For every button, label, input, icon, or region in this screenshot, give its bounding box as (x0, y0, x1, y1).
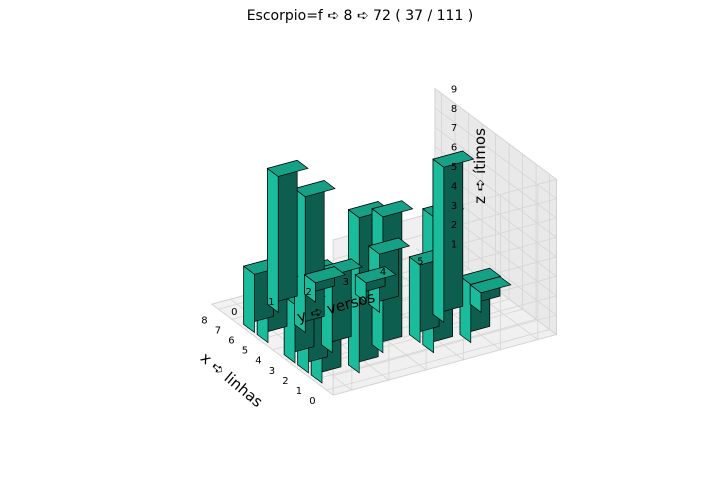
z-tick-label: 7 (451, 123, 457, 134)
bar-face-top (293, 180, 336, 198)
bar-face-side (432, 158, 445, 324)
bar-face-side (267, 167, 279, 313)
bar-2-3 (408, 248, 451, 344)
bar-7-1 (266, 159, 309, 313)
bar-3-5 (469, 276, 512, 313)
grid-z (332, 88, 558, 241)
chart-title: Escorpio=f ➪ 8 ➪ 72 ( 37 / 111 ) (246, 8, 474, 24)
z-tick-label: 2 (451, 220, 457, 231)
bar-face-top (469, 276, 512, 294)
bar-face-top (432, 150, 475, 168)
x-tick-label: 3 (269, 366, 275, 377)
z-tick-label: 8 (451, 104, 457, 115)
y-tick-label: 5 (417, 257, 423, 268)
x-tick-label: 8 (201, 315, 207, 326)
x-tick-label: 7 (215, 325, 221, 336)
x-tick-label: 6 (228, 335, 234, 346)
z-tick-label: 4 (451, 181, 457, 192)
z-tick-label: 3 (451, 201, 457, 212)
grid-z (332, 126, 558, 280)
z-tick-label: 9 (451, 84, 457, 95)
bar-face-top (371, 200, 414, 218)
bar-face-top (368, 237, 411, 255)
x-tick-label: 5 (242, 346, 248, 357)
grid-z (332, 204, 558, 357)
bar-6-0 (242, 257, 286, 334)
z-axis-label: z ➪ ítimos (471, 128, 489, 204)
y-tick-label: 0 (231, 307, 237, 318)
z-tick-label: 5 (451, 162, 457, 173)
y-tick-label: 4 (380, 267, 386, 278)
bar-face-side (408, 256, 421, 344)
bar-face-side (243, 265, 255, 334)
grid-z (332, 165, 558, 318)
x-tick-label: 2 (282, 376, 288, 387)
bar-7-2 (303, 266, 346, 303)
y-tick-label: 1 (268, 297, 274, 308)
y-tick-label: 2 (305, 287, 311, 298)
grid-z (332, 107, 558, 260)
grid-z (332, 223, 558, 377)
bar-3-4 (432, 150, 475, 324)
x-tick-label: 4 (255, 356, 261, 367)
bar-face-top (303, 266, 346, 284)
bar-face-top (266, 159, 309, 177)
bar-6-3 (354, 266, 397, 303)
grid-z (332, 146, 558, 299)
grid-z (332, 185, 558, 338)
bar-face-top (354, 266, 397, 284)
bars (242, 150, 512, 384)
z-tick-label: 6 (451, 143, 457, 154)
z-tick-label: 1 (451, 240, 457, 251)
x-tick-label: 0 (309, 396, 315, 407)
x-tick-label: 1 (296, 386, 302, 397)
y-tick-label: 3 (343, 277, 349, 288)
